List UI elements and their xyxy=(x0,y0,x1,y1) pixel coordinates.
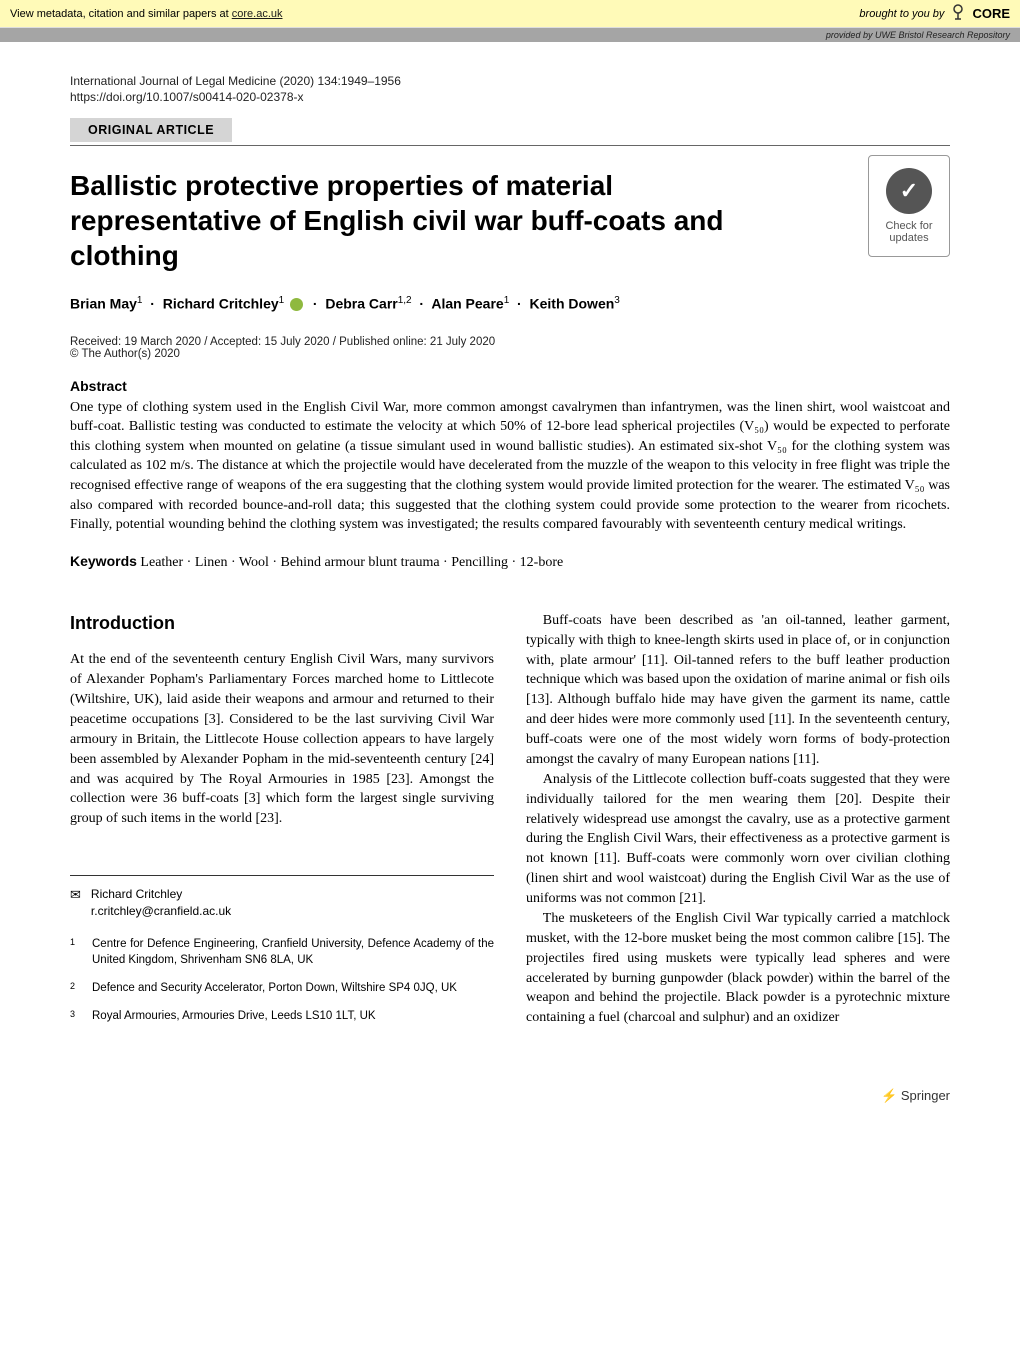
right-para-1: Buff-coats have been described as 'an oi… xyxy=(526,611,950,770)
introduction-heading: Introduction xyxy=(70,611,494,637)
check-updates-line2: updates xyxy=(869,232,949,244)
correspondence-block: ✉ Richard Critchley r.critchley@cranfiel… xyxy=(70,875,494,1024)
publisher-footer: Springer xyxy=(0,1076,1020,1124)
keywords-text: Leather · Linen · Wool · Behind armour b… xyxy=(140,555,563,570)
copyright-notice: © The Author(s) 2020 xyxy=(70,348,950,360)
intro-para-1: At the end of the seventeenth century En… xyxy=(70,650,494,829)
affil-2-text: Defence and Security Accelerator, Porton… xyxy=(92,980,457,996)
publisher-name: Springer xyxy=(901,1088,950,1103)
springer-logo-icon xyxy=(881,1088,901,1103)
keywords-line: Keywords Leather · Linen · Wool · Behind… xyxy=(70,553,950,571)
authors-list: Brian May1 · Richard Critchley1 · Debra … xyxy=(70,295,950,312)
author-3-affil: 1,2 xyxy=(398,295,412,306)
affil-1-num: 1 xyxy=(70,936,80,968)
affiliations-list: 1 Centre for Defence Engineering, Cranfi… xyxy=(70,936,494,1024)
author-4-affil: 1 xyxy=(504,295,510,306)
affiliation-3: 3 Royal Armouries, Armouries Drive, Leed… xyxy=(70,1008,494,1024)
core-banner-left: View metadata, citation and similar pape… xyxy=(10,8,283,20)
author-5-affil: 3 xyxy=(614,295,620,306)
affiliation-2: 2 Defence and Security Accelerator, Port… xyxy=(70,980,494,996)
author-5: Keith Dowen xyxy=(530,296,615,312)
corresponding-author: ✉ Richard Critchley r.critchley@cranfiel… xyxy=(70,886,494,920)
abstract-heading: Abstract xyxy=(70,378,950,394)
envelope-icon: ✉ xyxy=(70,886,81,904)
core-banner-right: brought to you by CORE xyxy=(859,4,1010,23)
affil-3-text: Royal Armouries, Armouries Drive, Leeds … xyxy=(92,1008,376,1024)
author-1: Brian May xyxy=(70,296,137,312)
corr-email[interactable]: r.critchley@cranfield.ac.uk xyxy=(91,903,231,920)
affil-3-num: 3 xyxy=(70,1008,80,1024)
article-type-banner: ORIGINAL ARTICLE xyxy=(70,118,950,146)
check-for-updates-badge[interactable]: Check for updates xyxy=(868,155,950,257)
check-updates-line1: Check for xyxy=(869,220,949,232)
core-logo-icon xyxy=(950,4,966,23)
core-link[interactable]: core.ac.uk xyxy=(232,8,283,20)
journal-citation: International Journal of Legal Medicine … xyxy=(70,74,950,88)
affil-1-text: Centre for Defence Engineering, Cranfiel… xyxy=(92,936,494,968)
author-3: Debra Carr xyxy=(325,296,397,312)
left-column: Introduction At the end of the seventeen… xyxy=(70,611,494,1036)
right-column: Buff-coats have been described as 'an oi… xyxy=(526,611,950,1036)
affil-2-num: 2 xyxy=(70,980,80,996)
affiliation-1: 1 Centre for Defence Engineering, Cranfi… xyxy=(70,936,494,968)
author-2-affil: 1 xyxy=(279,295,285,306)
core-brand: CORE xyxy=(972,6,1010,21)
author-2: Richard Critchley xyxy=(163,296,279,312)
core-banner-text: View metadata, citation and similar pape… xyxy=(10,8,232,20)
right-para-2: Analysis of the Littlecote collection bu… xyxy=(526,770,950,909)
checkmark-icon xyxy=(886,168,932,214)
article-title: Ballistic protective properties of mater… xyxy=(70,168,810,273)
keywords-label: Keywords xyxy=(70,553,137,569)
right-para-3: The musketeers of the English Civil War … xyxy=(526,909,950,1028)
core-metadata-banner: View metadata, citation and similar pape… xyxy=(0,0,1020,28)
provider-bar: provided by UWE Bristol Research Reposit… xyxy=(0,28,1020,42)
corr-name: Richard Critchley xyxy=(91,886,231,903)
article-body: International Journal of Legal Medicine … xyxy=(0,42,1020,1076)
article-type-label: ORIGINAL ARTICLE xyxy=(70,118,232,142)
author-4: Alan Peare xyxy=(431,296,503,312)
two-column-layout: Introduction At the end of the seventeen… xyxy=(70,611,950,1036)
abstract-text: One type of clothing system used in the … xyxy=(70,398,950,535)
author-1-affil: 1 xyxy=(137,295,143,306)
doi-link[interactable]: https://doi.org/10.1007/s00414-020-02378… xyxy=(70,90,950,104)
orcid-icon[interactable] xyxy=(290,298,303,311)
core-brought-by: brought to you by xyxy=(859,8,944,20)
publication-dates: Received: 19 March 2020 / Accepted: 15 J… xyxy=(70,336,950,348)
